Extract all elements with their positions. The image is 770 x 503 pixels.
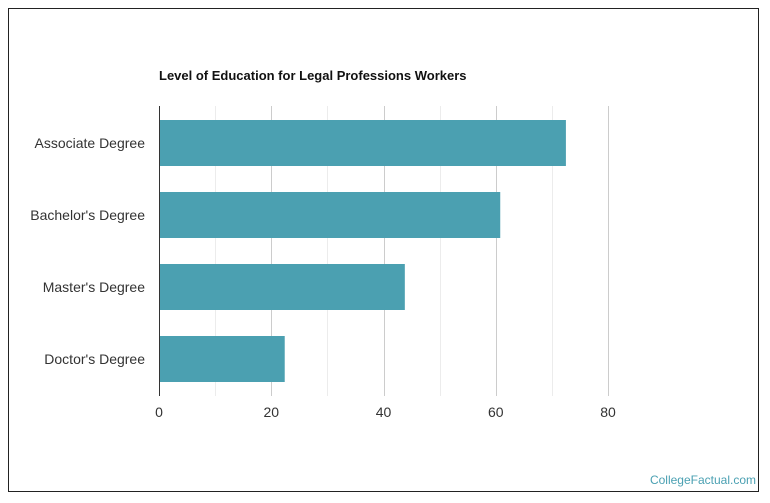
bar-bachelor-s-degree[interactable] [159, 192, 501, 238]
chart-frame [8, 8, 759, 492]
category-label: Doctor's Degree [44, 351, 145, 367]
bar-associate-degree[interactable] [159, 120, 566, 166]
x-tick-label: 60 [488, 404, 504, 420]
bar-doctor-s-degree[interactable] [159, 336, 285, 382]
x-tick-label: 20 [263, 404, 279, 420]
bar-master-s-degree[interactable] [159, 264, 405, 310]
category-labels: Associate Degree Bachelor's Degree Master'… [30, 135, 145, 367]
category-label: Bachelor's Degree [30, 207, 145, 223]
category-label: Associate Degree [34, 135, 145, 151]
x-tick-label: 0 [155, 404, 163, 420]
x-tick-label: 40 [376, 404, 392, 420]
category-label: Master's Degree [43, 279, 145, 295]
brand-watermark[interactable]: CollegeFactual.com [649, 473, 756, 487]
x-tick-labels: 0 20 40 60 80 [155, 404, 616, 420]
x-tick-label: 80 [600, 404, 616, 420]
chart-title: Level of Education for Legal Professions… [159, 68, 467, 83]
bars [159, 120, 566, 382]
